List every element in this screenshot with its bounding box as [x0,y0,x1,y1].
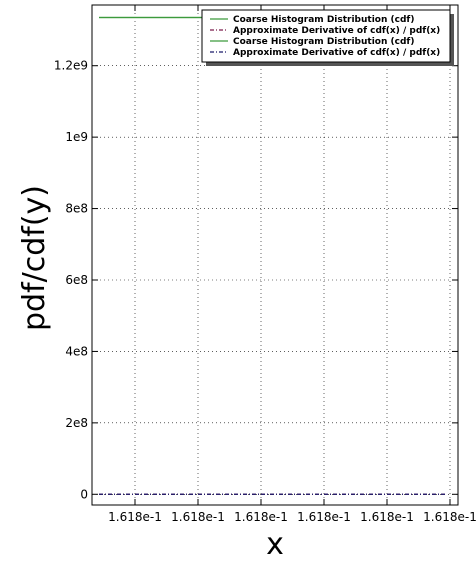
x-tick-label: 1.618e-1 [108,510,162,524]
x-tick-labels: 1.618e-1 1.618e-1 1.618e-1 1.618e-1 1.618e-1… [108,510,476,524]
legend-label: Approximate Derivative of cdf(x) / pdf(x… [233,48,440,58]
y-tick-label: 8e8 [65,202,88,216]
x-tick-label: 1.618e-1 [423,510,476,524]
x-tick-label: 1.618e-1 [234,510,288,524]
x-tick-label: 1.618e-1 [297,510,351,524]
y-tick-label: 1.2e9 [54,59,88,73]
legend-label: Coarse Histogram Distribution (cdf) [233,37,414,47]
y-tick-label: 1e9 [65,130,88,144]
y-tick-label: 2e8 [65,416,88,430]
x-axis-title: x [266,527,284,562]
y-tick-label: 4e8 [65,344,88,358]
legend-entries: Coarse Histogram Distribution (cdf)Appro… [210,15,440,58]
y-tick-labels: 0 2e8 4e8 6e8 8e8 1e9 1.2e9 [54,59,88,502]
legend: Coarse Histogram Distribution (cdf)Appro… [201,9,454,66]
legend-label: Coarse Histogram Distribution (cdf) [233,15,414,25]
y-axis-title: pdf/cdf(y) [17,185,52,331]
legend-box [201,9,451,63]
y-tick-label: 0 [80,487,88,501]
y-tick-label: 6e8 [65,273,88,287]
plot-frame [91,4,459,506]
legend-label: Approximate Derivative of cdf(x) / pdf(x… [233,26,440,36]
x-tick-label: 1.618e-1 [360,510,414,524]
plot-background [92,5,458,505]
x-tick-label: 1.618e-1 [171,510,225,524]
